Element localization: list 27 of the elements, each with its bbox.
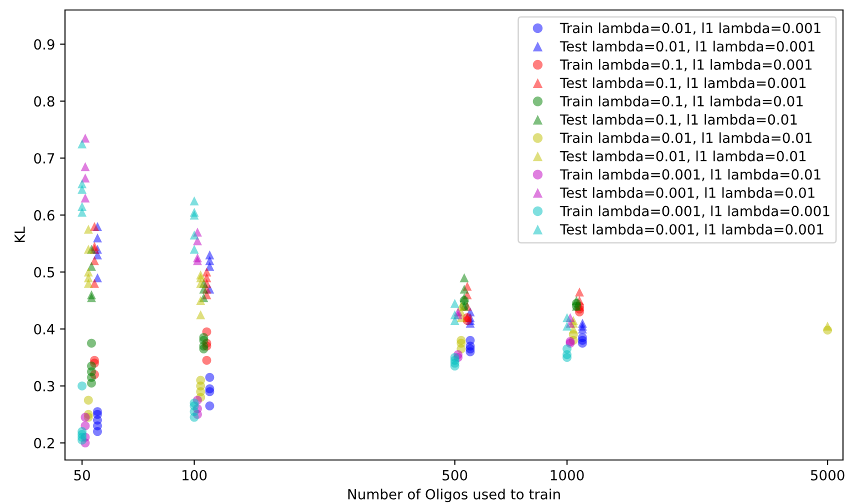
legend-label: Test lambda=0.1, l1 lambda=0.01 [560,114,797,126]
legend-label: Train lambda=0.001, l1 lambda=0.001 [560,206,830,218]
legend-label: Train lambda=0.001, l1 lambda=0.01 [560,168,820,182]
y-tick-label: 0.5 [34,266,54,278]
legend-label: Train lambda=0.1, l1 lambda=0.01 [560,96,803,108]
y-tick-label: 0.9 [34,39,54,50]
legend-label: Test lambda=0.01, l1 lambda=0.001 [560,40,814,53]
y-tick-label: 0.3 [34,380,54,392]
y-tick-label: 0.6 [34,210,54,221]
x-tick-label: 100 [182,470,207,480]
y-axis-title: KL [14,226,25,242]
y-tick-label: 0.2 [34,438,54,448]
legend-label: Test lambda=0.01, l1 lambda=0.01 [560,150,806,163]
x-tick-label: 5000 [810,470,844,480]
legend-label: Train lambda=0.01, l1 lambda=0.01 [560,132,812,144]
x-axis-title: Number of Oligos used to train [348,488,560,502]
y-tick-label: 0.4 [34,324,54,334]
legend-label: Test lambda=0.001, l1 lambda=0.001 [560,224,824,236]
legend-label: Test lambda=0.001, l1 lambda=0.01 [560,187,814,200]
legend-label: Train lambda=0.01, l1 lambda=0.001 [560,22,820,35]
legend-label: Test lambda=0.1, l1 lambda=0.001 [560,77,806,90]
y-tick-label: 0.8 [34,96,54,107]
x-tick-label: 500 [442,470,468,480]
x-tick-label: 1000 [550,470,584,480]
y-tick-label: 0.7 [34,153,54,164]
legend-label: Train lambda=0.1, l1 lambda=0.001 [560,59,812,72]
x-tick-label: 50 [74,470,90,480]
